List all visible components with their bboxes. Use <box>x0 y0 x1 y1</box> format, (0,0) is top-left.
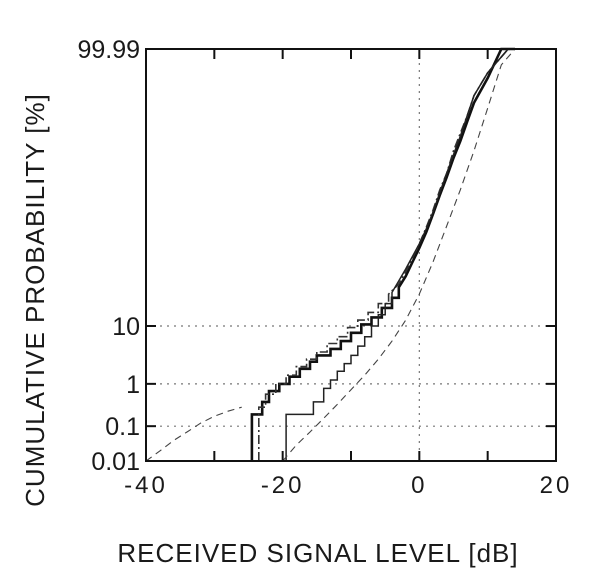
x-tick-label: 20 <box>540 472 573 499</box>
series-line-1 <box>250 47 515 461</box>
x-tick-label: 0 <box>411 472 427 499</box>
series-line-3 <box>285 48 509 461</box>
y-tick-label: 0.1 <box>105 413 140 441</box>
y-tick-label: 0.01 <box>91 448 140 476</box>
grid-lines <box>146 49 556 461</box>
x-tick-label: -40 <box>124 472 168 499</box>
x-axis-label: RECEIVED SIGNAL LEVEL [dB] <box>117 538 518 568</box>
tick-labels: 0.01 0.1 1 10 99.99 -40 -20 0 20 <box>77 36 573 499</box>
axis-ticks <box>145 48 557 462</box>
y-tick-label: 1 <box>126 371 140 399</box>
series-line-2 <box>258 48 509 461</box>
x-tick-label: -20 <box>261 472 305 499</box>
series-line-5 <box>282 48 516 462</box>
y-axis-label: CUMULATIVE PROBABILITY [%] <box>20 93 50 507</box>
y-tick-label: 99.99 <box>77 36 140 64</box>
series-group <box>145 47 516 462</box>
series-line-4 <box>145 406 242 462</box>
plot-frame <box>145 48 557 462</box>
y-tick-label: 10 <box>112 313 140 341</box>
